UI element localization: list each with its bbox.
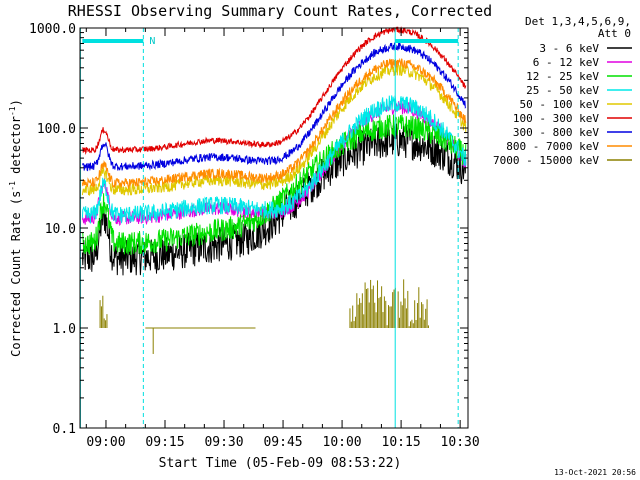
legend-label-2: 12 - 25 keV <box>526 70 599 83</box>
night-label: N <box>149 36 155 47</box>
y-tick-label: 10.0 <box>45 222 76 237</box>
y-axis: 1000.0 100.0 10.0 1.0 0.1 <box>29 22 468 437</box>
y-axis-label-sup1: -1 <box>8 181 17 191</box>
legend-label-0: 3 - 6 keV <box>539 42 599 55</box>
y-axis-label-sup2: -1 <box>8 106 17 116</box>
legend-header: Det 1,3,4,5,6,9, <box>525 15 631 28</box>
legend-label-5: 100 - 300 keV <box>513 112 599 125</box>
x-tick-label: 09:45 <box>263 435 302 450</box>
legend-label-7: 800 - 7000 keV <box>506 140 599 153</box>
legend-label-1: 6 - 12 keV <box>533 56 600 69</box>
series-line-2 <box>81 114 467 255</box>
series-line-0 <box>81 123 467 276</box>
y-tick-label: 100.0 <box>37 122 76 137</box>
y-axis-label: Corrected Count Rate (s-1 detector-1) <box>8 99 23 357</box>
x-tick-label: 10:30 <box>441 435 480 450</box>
x-tick-label: 10:15 <box>382 435 421 450</box>
y-axis-label-part3: ) <box>9 99 23 106</box>
x-axis: 09:00 09:15 09:30 09:45 10:00 10:15 10:30 <box>85 28 480 450</box>
y-tick-label: 1000.0 <box>29 22 76 37</box>
series-line-3 <box>81 95 467 224</box>
legend-header: Att 0 <box>598 27 631 40</box>
series-line-5 <box>82 26 467 155</box>
legend-label-4: 50 - 100 keV <box>520 98 600 111</box>
legend-label-3: 25 - 50 keV <box>526 84 599 97</box>
x-tick-label: 09:15 <box>145 435 184 450</box>
y-axis-label-part2: detector <box>9 116 23 181</box>
series-layer <box>81 26 467 354</box>
x-tick-label: 09:30 <box>204 435 243 450</box>
x-tick-label: 09:00 <box>86 435 125 450</box>
x-axis-label: Start Time (05-Feb-09 08:53:22) <box>159 456 402 471</box>
series-line-7 <box>81 57 467 190</box>
legend-label-8: 7000 - 15000 keV <box>493 154 599 167</box>
x-tick-label: 10:00 <box>323 435 362 450</box>
y-tick-label: 0.1 <box>53 422 76 437</box>
chart-title: RHESSI Observing Summary Count Rates, Co… <box>68 2 492 20</box>
timestamp: 13-Oct-2021 20:56 <box>554 468 636 477</box>
y-tick-label: 1.0 <box>53 322 76 337</box>
series-line-6 <box>81 42 467 172</box>
y-axis-label-part1: Corrected Count Rate (s <box>9 191 23 357</box>
legend-label-6: 300 - 800 keV <box>513 126 599 139</box>
